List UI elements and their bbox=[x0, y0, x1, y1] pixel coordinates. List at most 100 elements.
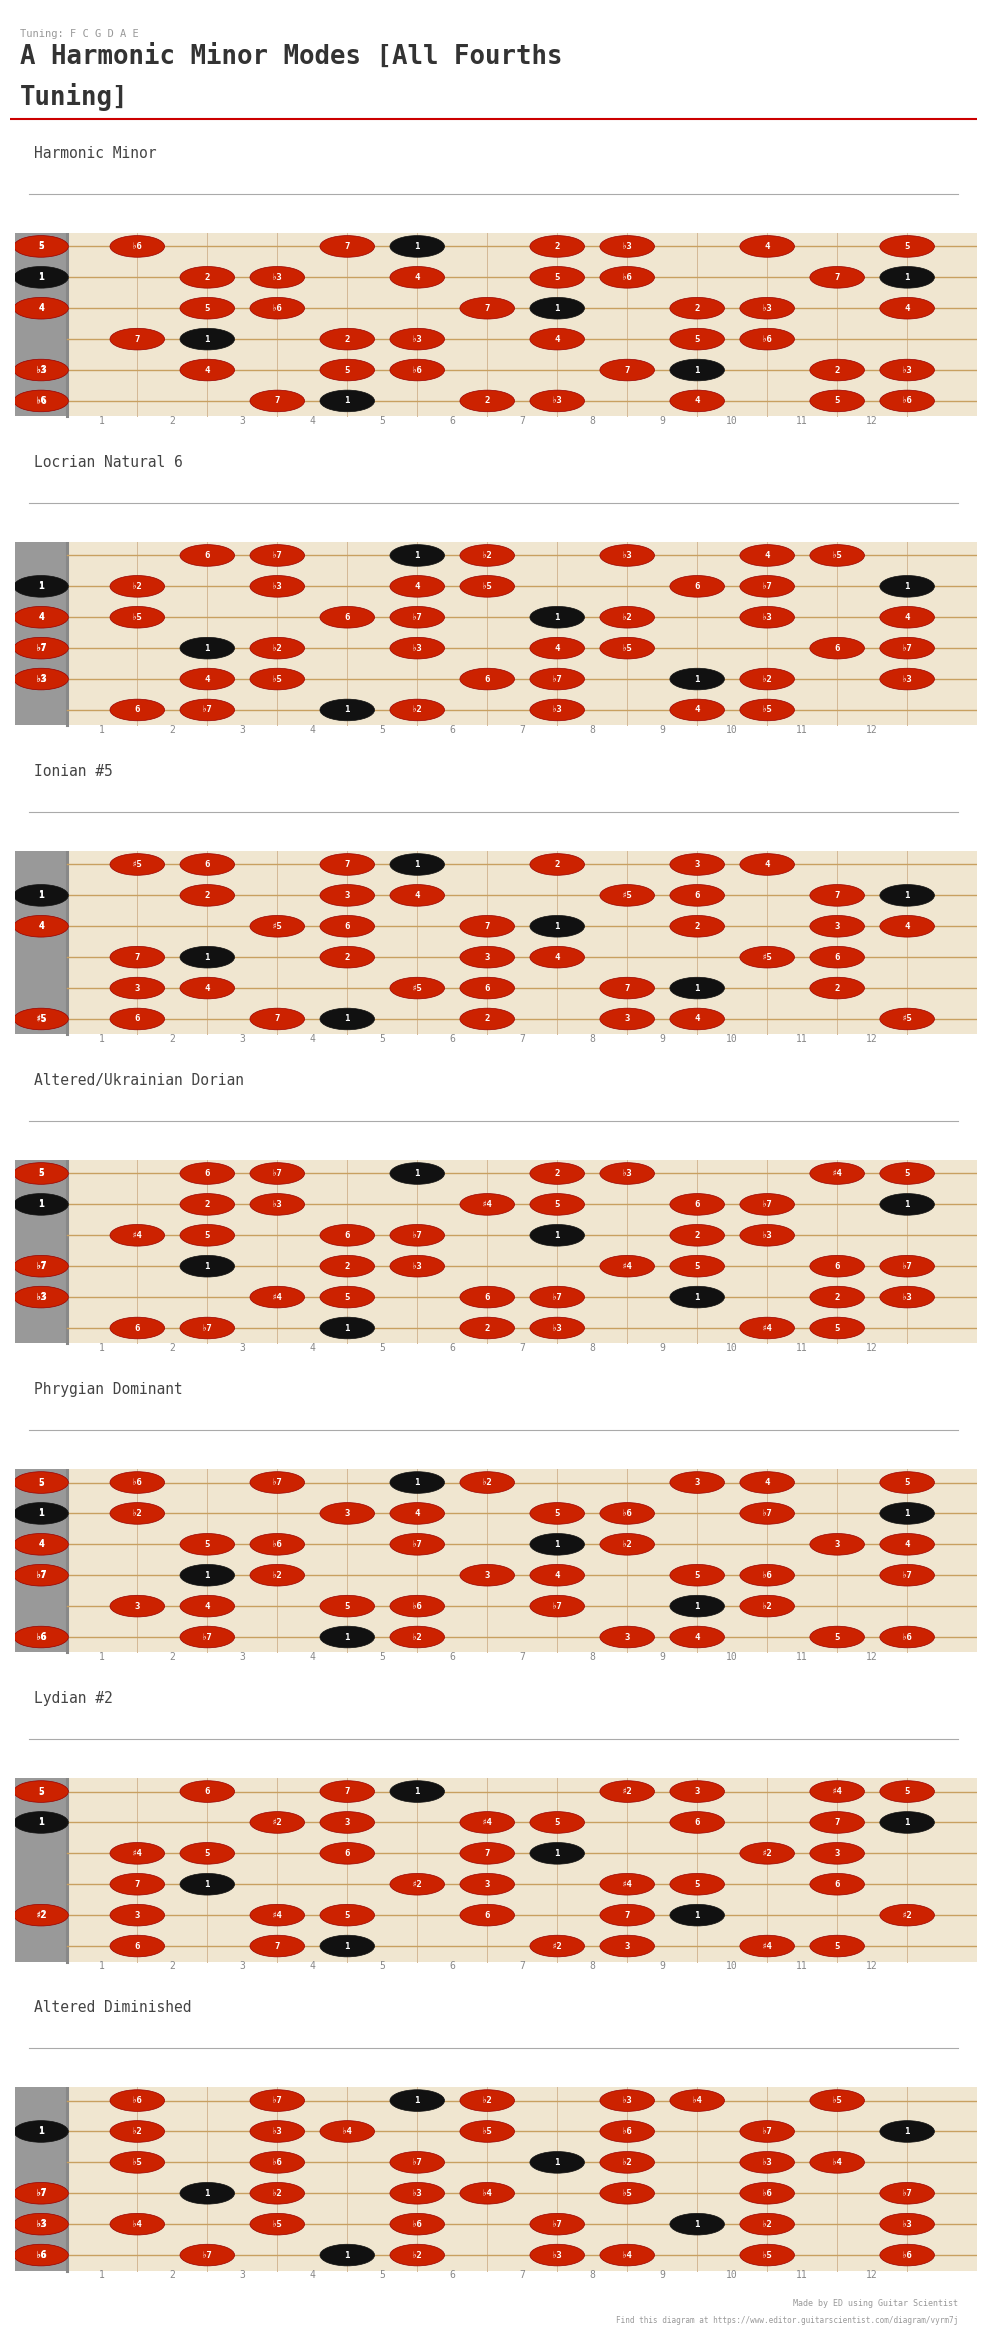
Text: ♭3: ♭3 bbox=[35, 1294, 46, 1301]
Text: Phrygian Dominant: Phrygian Dominant bbox=[34, 1382, 182, 1396]
Ellipse shape bbox=[179, 977, 235, 1000]
Ellipse shape bbox=[109, 1841, 165, 1865]
Text: ♭7: ♭7 bbox=[411, 1541, 422, 1548]
Text: ♭2: ♭2 bbox=[761, 1601, 772, 1611]
Text: ♭7: ♭7 bbox=[901, 2189, 912, 2198]
Ellipse shape bbox=[599, 2091, 654, 2112]
Ellipse shape bbox=[810, 977, 864, 1000]
Ellipse shape bbox=[249, 1904, 305, 1925]
Text: 1: 1 bbox=[38, 2126, 44, 2138]
Text: 5: 5 bbox=[379, 1343, 385, 1352]
Text: 1: 1 bbox=[903, 2126, 909, 2135]
Ellipse shape bbox=[669, 883, 724, 907]
Text: ♭6: ♭6 bbox=[901, 396, 912, 406]
Text: ♭6: ♭6 bbox=[761, 1571, 772, 1580]
Ellipse shape bbox=[389, 266, 444, 289]
Ellipse shape bbox=[109, 699, 165, 720]
Text: 4: 4 bbox=[309, 1033, 315, 1044]
Text: ♭3: ♭3 bbox=[761, 303, 772, 312]
Bar bbox=[15, 2086, 67, 2270]
Ellipse shape bbox=[669, 2091, 724, 2112]
Ellipse shape bbox=[669, 1224, 724, 1247]
Text: 2: 2 bbox=[344, 1261, 350, 1270]
Text: 2: 2 bbox=[170, 725, 176, 734]
Bar bbox=[15, 1466, 67, 1653]
Text: ♭7: ♭7 bbox=[761, 1200, 772, 1210]
Text: ♭4: ♭4 bbox=[691, 2096, 702, 2105]
Ellipse shape bbox=[179, 1317, 235, 1338]
Text: 3: 3 bbox=[239, 2270, 245, 2280]
Text: ♭3: ♭3 bbox=[761, 1231, 772, 1240]
Ellipse shape bbox=[249, 1287, 305, 1308]
Ellipse shape bbox=[249, 1009, 305, 1030]
Ellipse shape bbox=[740, 946, 794, 967]
Ellipse shape bbox=[14, 1534, 68, 1555]
Text: 7: 7 bbox=[484, 303, 489, 312]
Ellipse shape bbox=[810, 1781, 864, 1802]
Ellipse shape bbox=[179, 669, 235, 690]
Text: ♯5: ♯5 bbox=[411, 984, 422, 993]
Text: ♭6: ♭6 bbox=[901, 2249, 912, 2259]
Text: ♯4: ♯4 bbox=[621, 1879, 632, 1888]
Ellipse shape bbox=[14, 1627, 68, 1648]
Ellipse shape bbox=[389, 1471, 444, 1494]
Ellipse shape bbox=[669, 916, 724, 937]
Ellipse shape bbox=[879, 235, 934, 256]
Ellipse shape bbox=[529, 298, 584, 319]
Text: ♯5: ♯5 bbox=[761, 953, 772, 963]
Text: 1: 1 bbox=[694, 674, 699, 683]
Text: 7: 7 bbox=[274, 1942, 280, 1951]
Text: ♭3: ♭3 bbox=[35, 2219, 46, 2228]
Ellipse shape bbox=[319, 1811, 374, 1832]
Text: 2: 2 bbox=[484, 1014, 489, 1023]
Ellipse shape bbox=[810, 1287, 864, 1308]
Text: ♭2: ♭2 bbox=[132, 583, 143, 590]
Text: 2: 2 bbox=[170, 1033, 176, 1044]
Ellipse shape bbox=[109, 977, 165, 1000]
Text: 1: 1 bbox=[204, 1571, 210, 1580]
Ellipse shape bbox=[879, 669, 934, 690]
Ellipse shape bbox=[879, 2121, 934, 2142]
Text: ♭7: ♭7 bbox=[202, 2249, 212, 2259]
Text: ♭7: ♭7 bbox=[761, 2126, 772, 2135]
Text: Made by ED using Guitar Scientist: Made by ED using Guitar Scientist bbox=[792, 2298, 956, 2308]
Text: 7: 7 bbox=[344, 242, 350, 252]
Ellipse shape bbox=[879, 2245, 934, 2266]
Text: ♯4: ♯4 bbox=[481, 1818, 492, 1828]
Text: ♯5: ♯5 bbox=[271, 921, 282, 930]
Ellipse shape bbox=[14, 669, 68, 690]
Ellipse shape bbox=[740, 235, 794, 256]
Text: 6: 6 bbox=[204, 860, 210, 869]
Text: 11: 11 bbox=[796, 1343, 808, 1352]
Text: ♭6: ♭6 bbox=[35, 1632, 47, 1641]
Ellipse shape bbox=[249, 545, 305, 566]
Ellipse shape bbox=[740, 1224, 794, 1247]
Ellipse shape bbox=[459, 298, 514, 319]
Text: 5: 5 bbox=[204, 1541, 210, 1548]
Text: 1: 1 bbox=[38, 1508, 44, 1517]
Text: 10: 10 bbox=[726, 1343, 738, 1352]
Text: 4: 4 bbox=[554, 953, 559, 963]
Text: 1: 1 bbox=[100, 725, 106, 734]
Text: 5: 5 bbox=[379, 2270, 385, 2280]
Ellipse shape bbox=[249, 1193, 305, 1214]
Ellipse shape bbox=[249, 1935, 305, 1956]
Text: ♯2: ♯2 bbox=[761, 1848, 772, 1858]
Ellipse shape bbox=[179, 1781, 235, 1802]
Text: 7: 7 bbox=[624, 366, 629, 375]
Text: 1: 1 bbox=[344, 706, 350, 716]
Ellipse shape bbox=[879, 2214, 934, 2235]
Text: 6: 6 bbox=[484, 1911, 489, 1921]
Text: 8: 8 bbox=[589, 2270, 595, 2280]
Text: 4: 4 bbox=[903, 1541, 909, 1548]
Ellipse shape bbox=[14, 1564, 68, 1585]
Text: ♭7: ♭7 bbox=[271, 550, 282, 559]
Ellipse shape bbox=[319, 1627, 374, 1648]
Text: 7: 7 bbox=[624, 984, 629, 993]
Ellipse shape bbox=[319, 1781, 374, 1802]
Bar bbox=[15, 231, 67, 417]
Ellipse shape bbox=[179, 946, 235, 967]
Text: Find this diagram at https://www.editor.guitarscientist.com/diagram/vyrm7j: Find this diagram at https://www.editor.… bbox=[615, 2317, 956, 2326]
Ellipse shape bbox=[14, 1009, 68, 1030]
Text: 1: 1 bbox=[344, 396, 350, 406]
